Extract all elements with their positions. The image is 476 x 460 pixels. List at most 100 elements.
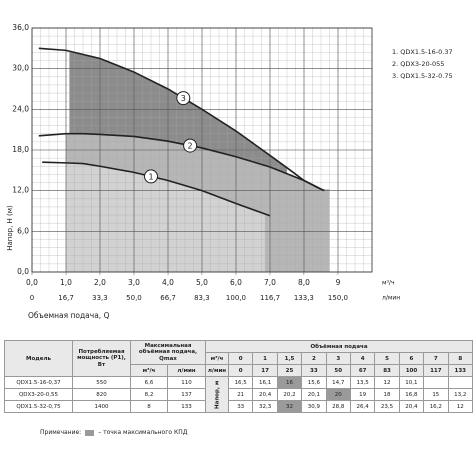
table-row: QDX3-20-0,55 820 8,2 137 21 20,4 20,2 20,1 20 19 1… bbox=[4, 388, 474, 401]
head-value: 18 bbox=[374, 388, 400, 401]
head-value: 30,9 bbox=[301, 400, 327, 413]
flow-value: 1,5 bbox=[276, 352, 303, 365]
head-value: 14,7 bbox=[325, 376, 351, 389]
x-tick-label: 8,0 bbox=[298, 278, 310, 287]
note-text: – точка максимального КПД bbox=[98, 429, 188, 436]
model-cell: QDX1.5-16-0,37 bbox=[4, 376, 73, 389]
x2-tick-label: 66,7 bbox=[160, 294, 176, 302]
header-flow: Объёмная подача bbox=[204, 340, 474, 353]
x-tick-label: 1,0 bbox=[60, 278, 72, 287]
flow-value: 0 bbox=[227, 352, 254, 365]
model-cell: QDX1.5-32-0,75 bbox=[4, 400, 73, 413]
curve bbox=[38, 47, 325, 192]
flow-value: 133 bbox=[447, 364, 474, 377]
y-tick-label: 0,0 bbox=[17, 267, 29, 276]
y-tick-label: 18,0 bbox=[12, 145, 29, 154]
empty-cell bbox=[423, 376, 449, 389]
power-cell: 550 bbox=[72, 376, 131, 389]
head-value: 16,2 bbox=[423, 400, 449, 413]
head-value: 32,3 bbox=[252, 400, 278, 413]
qmax-cell: 6,6 bbox=[130, 376, 168, 389]
table-row: QDX1.5-32-0,75 1400 8 133 33 32,3 32 30,9 28,8 26… bbox=[4, 400, 474, 413]
head-value: 20,2 bbox=[276, 388, 303, 401]
curve-marker-label: 2 bbox=[188, 142, 193, 151]
x-tick-label: 9 bbox=[336, 278, 341, 287]
x-tick-label: 7,0 bbox=[264, 278, 276, 287]
flow-value: 50 bbox=[325, 364, 351, 377]
y-tick-label: 6,0 bbox=[17, 226, 29, 235]
head-value: 15 bbox=[423, 388, 449, 401]
power-cell: 1400 bbox=[72, 400, 131, 413]
qmax-unit: м³/ч bbox=[130, 364, 168, 377]
x-tick-label: 3,0 bbox=[128, 278, 140, 287]
x2-tick-label: 133,3 bbox=[294, 294, 314, 302]
x2-tick-label: 16,7 bbox=[58, 294, 74, 302]
x-tick-label: 0,0 bbox=[26, 278, 38, 287]
flow-value: 83 bbox=[374, 364, 400, 377]
flow-value: 7 bbox=[423, 352, 449, 365]
y-tick-label: 12,0 bbox=[12, 186, 29, 195]
curve bbox=[38, 132, 322, 191]
model-cell: QDX3-20-0,55 bbox=[4, 388, 73, 401]
flow-value: 0 bbox=[227, 364, 254, 377]
qmax-cell: 133 bbox=[167, 400, 206, 413]
flow-value: 8 bbox=[447, 352, 474, 365]
head-value: 20 bbox=[325, 388, 351, 401]
curve-marker bbox=[144, 169, 158, 184]
flow-value: 67 bbox=[349, 364, 376, 377]
flow-value: 117 bbox=[423, 364, 449, 377]
head-value: 16,5 bbox=[227, 376, 254, 389]
y-tick-label: 36,0 bbox=[12, 23, 29, 32]
qmax-unit: л/мин bbox=[167, 364, 206, 377]
head-value: 26,4 bbox=[349, 400, 376, 413]
legend-label: 3. QDX1.5-32-0.75 bbox=[392, 72, 453, 80]
head-value: 16,1 bbox=[252, 376, 278, 389]
curve-marker bbox=[176, 91, 191, 106]
head-value: 20,1 bbox=[301, 388, 327, 401]
head-value: 15,6 bbox=[301, 376, 327, 389]
curve-marker bbox=[183, 138, 198, 153]
qmax-cell: 110 bbox=[167, 376, 206, 389]
note-swatch bbox=[85, 429, 95, 436]
head-value: 16 bbox=[276, 376, 303, 389]
x2-tick-label: 0 bbox=[30, 294, 34, 302]
empty-cell bbox=[447, 376, 474, 389]
table: Модель Потребляемая мощность (Р1), Вт Ма… bbox=[4, 340, 474, 413]
head-value: 23,5 bbox=[374, 400, 400, 413]
plot-border bbox=[31, 27, 373, 273]
y-tick-label: 30,0 bbox=[12, 64, 29, 73]
flow-value: 17 bbox=[252, 364, 278, 377]
header-model: Модель bbox=[4, 340, 73, 377]
flow-value: 5 bbox=[374, 352, 400, 365]
head-value: 33 bbox=[227, 400, 254, 413]
head-value: 10,1 bbox=[398, 376, 425, 389]
x-axis-label: Объемная подача, Q bbox=[28, 311, 110, 320]
x2-tick-label: 83,3 bbox=[194, 294, 210, 302]
head-value: 28,8 bbox=[325, 400, 351, 413]
qmax-cell: 137 bbox=[167, 388, 206, 401]
qmax-cell: 8,2 bbox=[130, 388, 168, 401]
flow-value: 25 bbox=[276, 364, 303, 377]
flow-value: 33 bbox=[301, 364, 327, 377]
note-label: Примечание: bbox=[40, 429, 82, 436]
qmax-cell: 8 bbox=[130, 400, 168, 413]
x2-tick-label: 116,7 bbox=[260, 294, 280, 302]
x-tick-label: 6,0 bbox=[230, 278, 242, 287]
head-value: 13,5 bbox=[349, 376, 376, 389]
y-tick-label: 24,0 bbox=[12, 104, 29, 113]
head-value: 20,4 bbox=[252, 388, 278, 401]
curve-marker-label: 1 bbox=[148, 172, 153, 181]
x2-tick-label: 100,0 bbox=[226, 294, 246, 302]
head-value: 19 bbox=[349, 388, 376, 401]
efficiency-zone bbox=[66, 162, 265, 272]
flow-value: 3 bbox=[325, 352, 351, 365]
table-row: QDX1.5-16-0,37 550 6,6 110 Напор, м 16,5 16,1 1… bbox=[4, 376, 474, 413]
legend-label: 1. QDX1.5-16-0.37 bbox=[392, 48, 453, 56]
head-value: 12 bbox=[447, 400, 474, 413]
curve bbox=[42, 161, 271, 217]
chart: Напор, Н (м) Объемная подача, Q м³/ч л/м… bbox=[6, 23, 453, 320]
flow-value: 2 bbox=[301, 352, 327, 365]
legend-label: 2. QDX3-20-055 bbox=[392, 60, 444, 68]
head-label: Напор, м bbox=[205, 376, 229, 413]
